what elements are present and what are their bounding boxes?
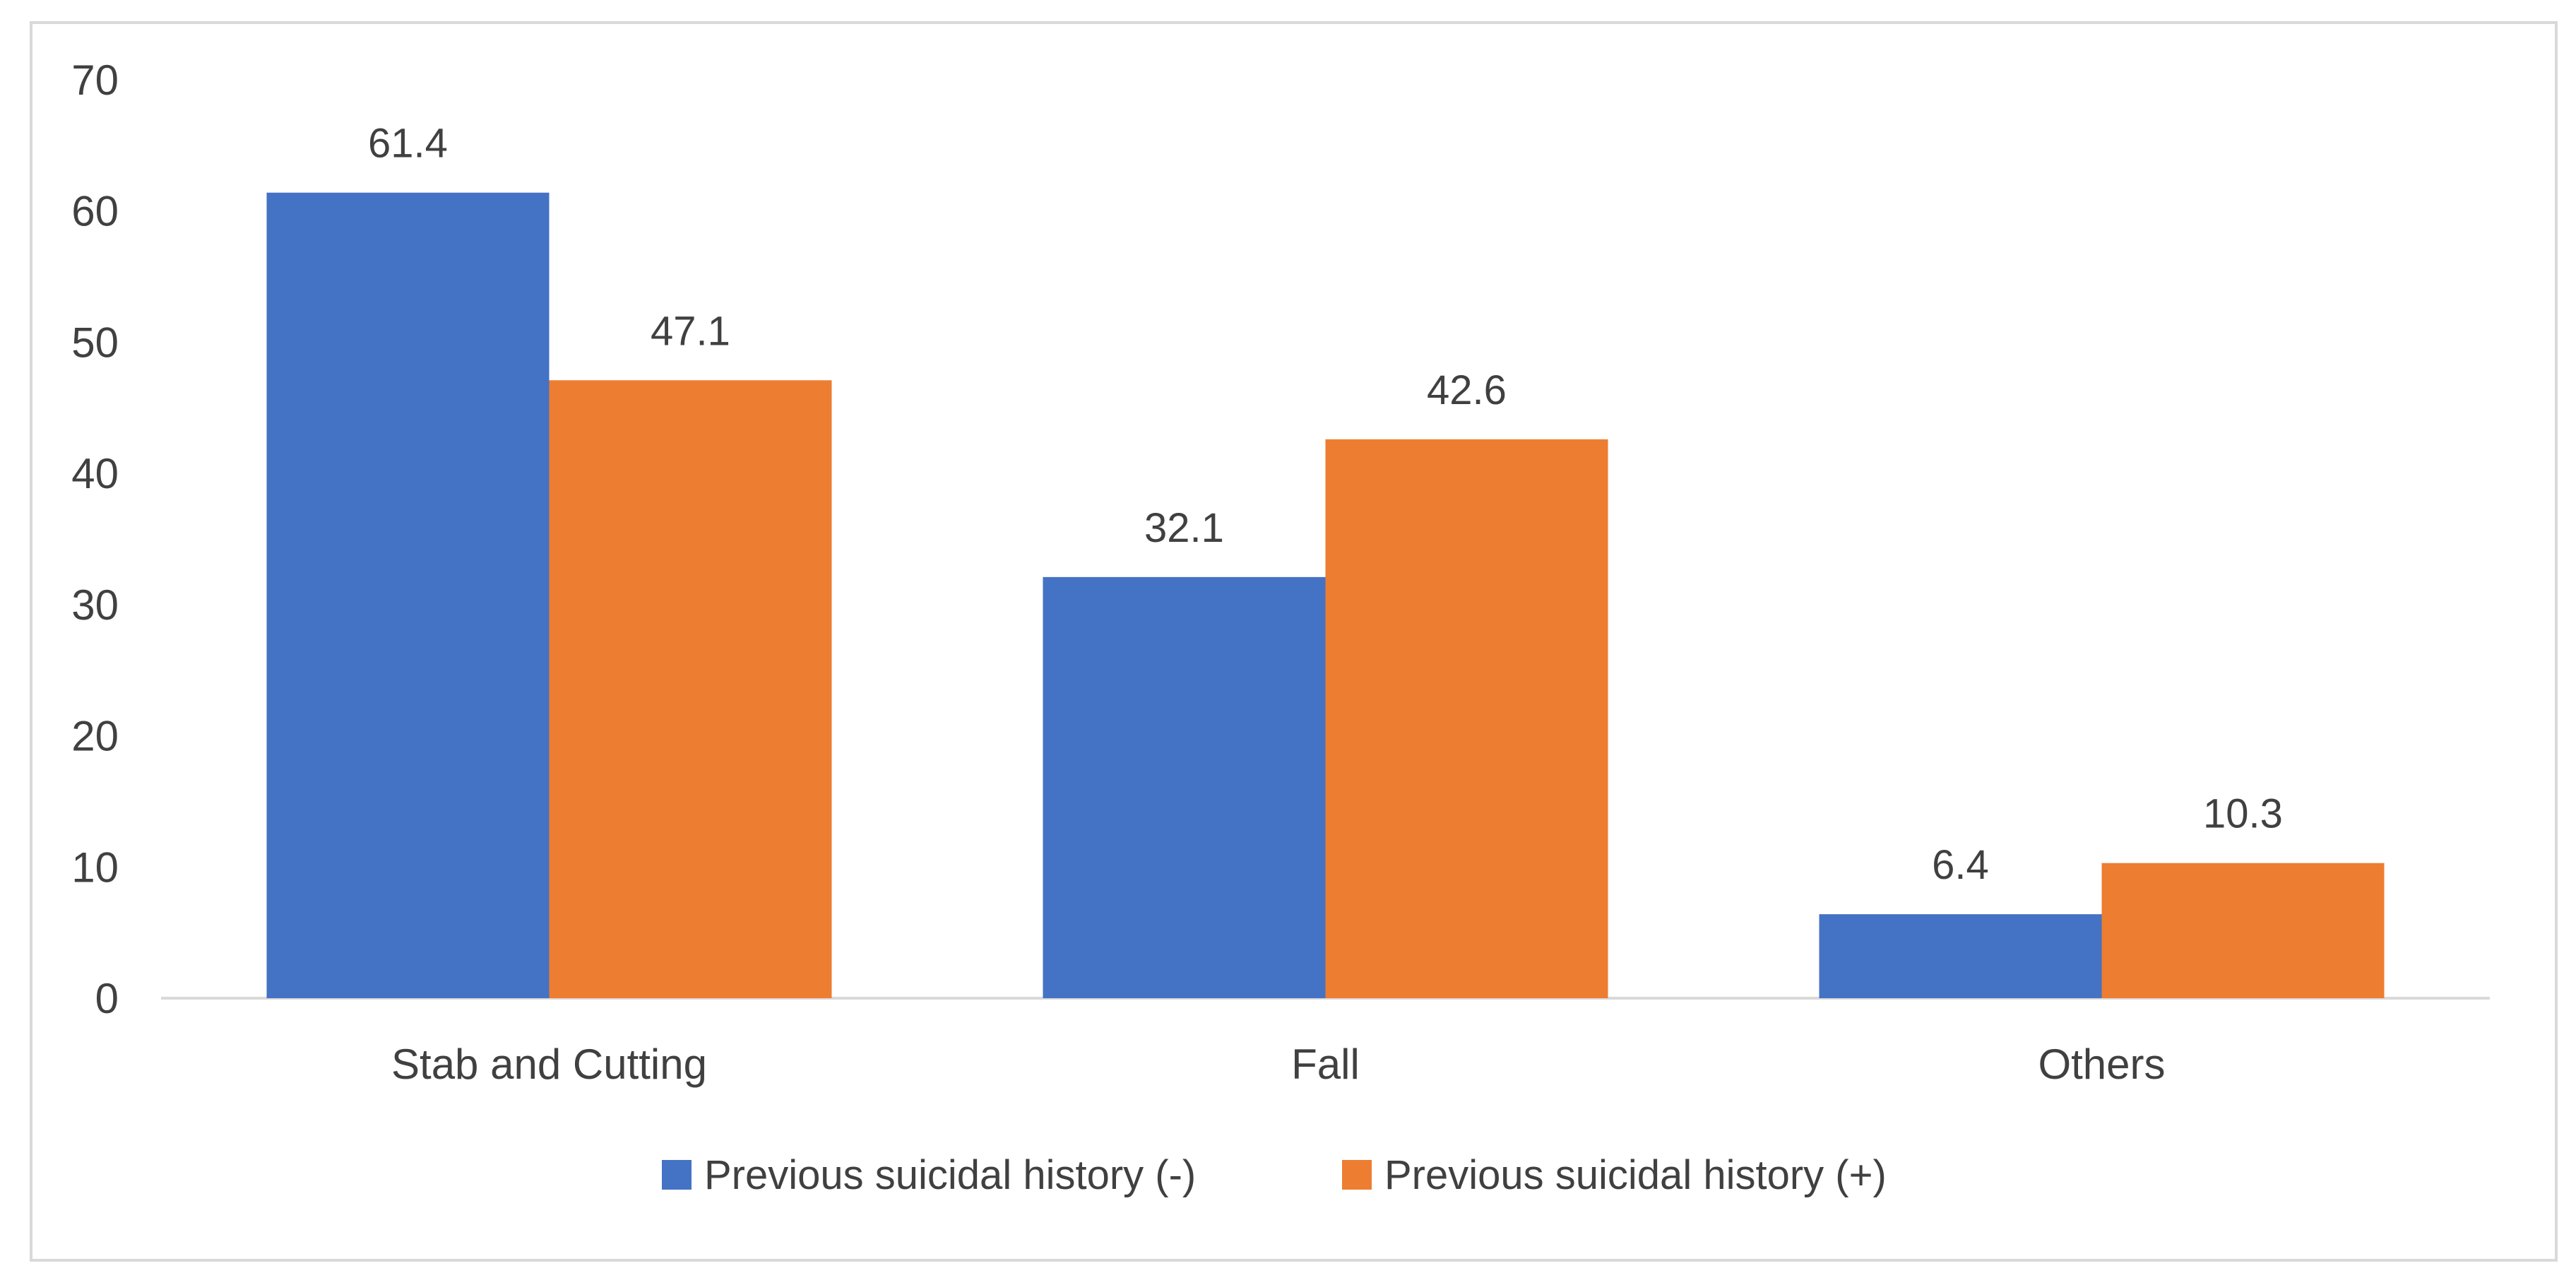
data-labels: 61.4 47.1 32.1 42.6 6.4 10.3 <box>368 121 2283 888</box>
legend-swatch <box>662 1160 692 1190</box>
bar-history-negative <box>1043 576 1326 998</box>
bar-history-positive <box>2101 863 2385 998</box>
y-tick-label: 0 <box>95 975 119 1022</box>
x-category-label: Stab and Cutting <box>391 1041 707 1088</box>
y-tick-label: 50 <box>71 319 119 366</box>
y-tick-label: 10 <box>71 843 119 891</box>
y-axis-tick-labels: 0 10 20 30 40 50 60 70 <box>71 57 119 1022</box>
x-axis-category-labels: Stab and Cutting Fall Others <box>391 1041 2166 1088</box>
y-tick-label: 40 <box>71 450 119 497</box>
legend-swatch <box>1342 1160 1372 1190</box>
x-category-label: Fall <box>1291 1041 1360 1088</box>
y-tick-label: 70 <box>71 57 119 104</box>
bars <box>266 192 2385 998</box>
y-tick-label: 20 <box>71 713 119 760</box>
legend: Previous suicidal history (-) Previous su… <box>662 1152 1887 1198</box>
y-tick-label: 60 <box>71 188 119 235</box>
bar-history-negative <box>1819 914 2102 998</box>
bar-history-positive <box>549 380 832 998</box>
bar-history-positive <box>1325 439 1608 998</box>
legend-label: Previous suicidal history (-) <box>704 1152 1196 1198</box>
legend-label: Previous suicidal history (+) <box>1384 1152 1887 1198</box>
data-label: 47.1 <box>651 308 730 354</box>
x-category-label: Others <box>2038 1041 2165 1088</box>
data-label: 10.3 <box>2203 791 2283 837</box>
bar-history-negative <box>266 192 550 998</box>
data-label: 32.1 <box>1144 505 1224 551</box>
data-label: 6.4 <box>1932 842 1989 888</box>
data-label: 61.4 <box>368 121 448 167</box>
y-tick-label: 30 <box>71 581 119 629</box>
data-label: 42.6 <box>1427 367 1507 413</box>
